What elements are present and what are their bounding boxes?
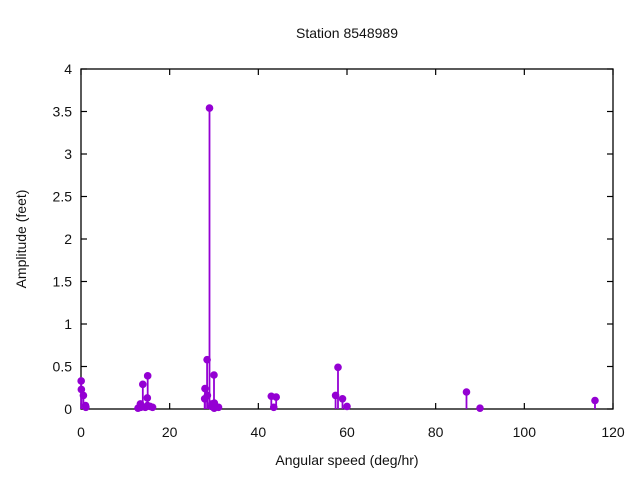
data-point-S4	[343, 402, 351, 411]
y-tick-label: 4	[64, 61, 72, 77]
y-tick-label: 3.5	[53, 104, 73, 120]
data-point-MF	[82, 403, 90, 412]
x-tick-label: 100	[513, 424, 537, 440]
data-point-MS4	[338, 395, 347, 403]
chart-title: Station 8548989	[296, 25, 398, 41]
x-tick-label: 0	[77, 424, 85, 440]
data-point-M6	[462, 388, 471, 396]
data-point-SSA	[77, 385, 86, 394]
y-tick-label: 1.5	[53, 274, 73, 290]
data-point-2SM2	[214, 403, 223, 412]
x-axis-label: Angular speed (deg/hr)	[275, 452, 419, 468]
y-tick-label: 2.5	[53, 189, 73, 205]
data-point-M8	[591, 396, 599, 405]
x-tick-label: 40	[251, 424, 267, 440]
data-point-K1	[143, 372, 152, 380]
data-point-M4	[334, 363, 342, 372]
y-axis-label: Amplitude (feet)	[13, 189, 29, 289]
y-tick-label: 1	[64, 316, 72, 332]
y-tick-label: 0.5	[53, 359, 73, 375]
plot-frame	[80, 68, 614, 410]
y-tick-label: 0	[64, 401, 72, 417]
y-tick-label: 2	[64, 231, 72, 247]
data-point-OO1	[148, 403, 157, 412]
data-point-S2	[210, 371, 218, 379]
x-tick-label: 60	[339, 424, 355, 440]
x-tick-label: 20	[162, 424, 178, 440]
x-tick-label: 120	[601, 424, 625, 440]
data-point-S6	[476, 404, 484, 412]
data-point-O1	[139, 380, 147, 389]
data-point-SA	[77, 377, 85, 385]
data-point-MM	[79, 391, 88, 400]
data-point-MK3	[272, 393, 280, 401]
data-point-M2	[205, 104, 214, 112]
y-tick-label: 3	[64, 146, 72, 162]
x-tick-label: 80	[428, 424, 444, 440]
